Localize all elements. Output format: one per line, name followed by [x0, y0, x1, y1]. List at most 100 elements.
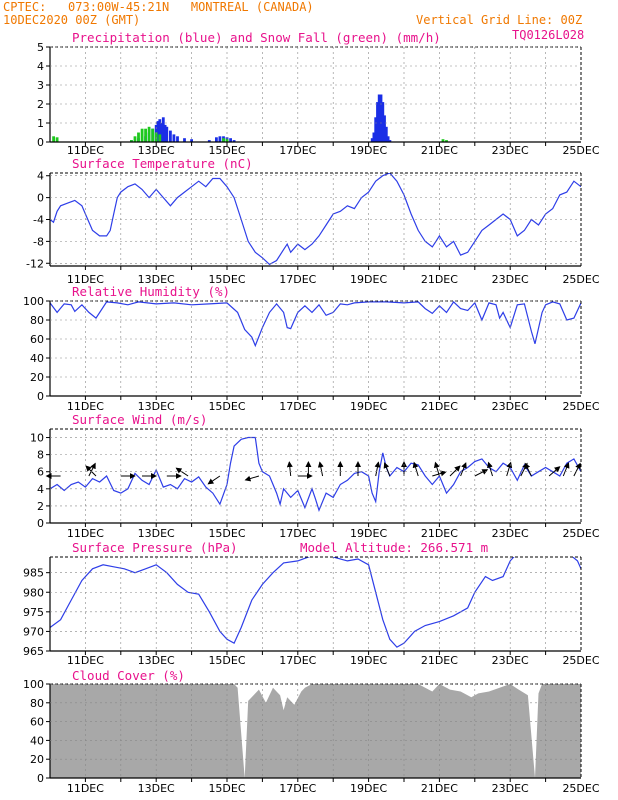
- panel-rh: 0 20 40 60 80 100 11DEC 13DEC 15DEC 17DEC 19DEC 21D…: [23, 284, 600, 413]
- y-tick-label: 100: [23, 678, 44, 691]
- y-tick-label: 20: [30, 753, 44, 766]
- wind-arrow: [374, 461, 381, 477]
- wind-arrow: [487, 461, 493, 477]
- precip-bar: [229, 138, 232, 142]
- x-tick-label: 21DEC: [421, 782, 458, 795]
- x-tick-label: 11DEC: [67, 782, 104, 795]
- wind-arrow: [562, 462, 570, 477]
- precip-bar: [207, 140, 211, 142]
- precip-bar: [379, 94, 383, 142]
- x-tick-label: 25DEC: [562, 144, 599, 157]
- y-tick-label: 60: [30, 333, 44, 346]
- x-tick-label: 23DEC: [492, 782, 529, 795]
- x-tick-label: 11DEC: [67, 654, 104, 667]
- y-tick-label: 10: [30, 432, 44, 445]
- precip-bar: [183, 138, 186, 142]
- precip-bar: [161, 117, 165, 142]
- precip-bar: [169, 130, 172, 142]
- wind-arrow: [383, 462, 391, 477]
- y-tick-label: 4: [37, 60, 44, 73]
- precip-bar: [165, 126, 169, 142]
- precip-bar: [190, 139, 193, 142]
- y-tick-label: -4: [33, 214, 44, 227]
- x-tick-label: 19DEC: [350, 654, 387, 667]
- x-tick-label: 21DEC: [421, 654, 458, 667]
- precip-bar: [232, 140, 236, 142]
- wind-arrow: [412, 461, 419, 477]
- wind-arrow: [175, 467, 189, 477]
- precip-bar: [160, 123, 163, 142]
- precip-bar: [372, 132, 376, 142]
- y-tick-label: -12: [26, 257, 44, 270]
- snow-bar: [130, 140, 133, 142]
- precip-bar: [374, 117, 378, 142]
- header-location: CPTEC: 073:00W-45:21N MONTREAL (CANADA): [3, 0, 314, 14]
- y-tick-label: 965: [23, 645, 44, 658]
- header-grid-note: Vertical Grid Line: 00Z: [416, 13, 583, 27]
- model-altitude-note: Model Altitude: 266.571 m: [300, 540, 488, 555]
- wind-arrow: [433, 461, 440, 477]
- x-tick-label: 17DEC: [279, 654, 316, 667]
- y-tick-label: 4: [37, 170, 44, 183]
- y-tick-label: 2: [37, 500, 44, 513]
- x-tick-label: 25DEC: [562, 654, 599, 667]
- x-tick-label: 21DEC: [421, 273, 458, 286]
- precip-bar: [156, 121, 160, 142]
- x-tick-label: 23DEC: [492, 654, 529, 667]
- precip-bar: [384, 126, 388, 142]
- x-tick-label: 21DEC: [421, 144, 458, 157]
- x-tick-label: 23DEC: [492, 527, 529, 540]
- y-tick-label: 0: [37, 136, 44, 149]
- y-tick-label: 20: [30, 371, 44, 384]
- panel-pres: 965 970 975 980 985 11DEC 13DEC 15DEC 17DEC 19DEC…: [23, 540, 600, 667]
- precip-bar: [370, 138, 374, 142]
- snow-bar: [133, 136, 137, 142]
- snow-bar: [158, 134, 162, 142]
- x-tick-label: 19DEC: [350, 400, 387, 413]
- y-tick-label: 0: [37, 390, 44, 403]
- snow-bar: [441, 139, 445, 142]
- x-tick-label: 19DEC: [350, 144, 387, 157]
- panel-title: Cloud Cover (%): [72, 668, 185, 683]
- x-tick-label: 25DEC: [562, 400, 599, 413]
- precip-bar: [377, 94, 381, 142]
- x-tick-label: 13DEC: [138, 400, 175, 413]
- snow-bar: [137, 132, 140, 142]
- x-tick-label: 11DEC: [67, 144, 104, 157]
- precip-bar: [388, 140, 392, 142]
- y-tick-label: 0: [37, 192, 44, 205]
- snow-bar: [445, 140, 448, 142]
- y-tick-label: 80: [30, 697, 44, 710]
- snow-bar: [147, 126, 151, 142]
- x-tick-label: 11DEC: [67, 527, 104, 540]
- x-tick-label: 13DEC: [138, 144, 175, 157]
- wind-arrow: [244, 475, 260, 482]
- y-tick-label: 975: [23, 606, 44, 619]
- x-tick-label: 15DEC: [208, 654, 245, 667]
- precip-bar: [386, 136, 390, 142]
- panel-title: Relative Humidity (%): [72, 284, 230, 299]
- y-tick-label: -8: [33, 235, 44, 248]
- x-tick-label: 23DEC: [492, 273, 529, 286]
- x-tick-label: 25DEC: [562, 782, 599, 795]
- x-tick-label: 17DEC: [279, 400, 316, 413]
- series-line-wind: [50, 436, 581, 512]
- x-tick-label: 13DEC: [138, 527, 175, 540]
- header-run-time: 10DEC2020 00Z (GMT): [3, 13, 141, 27]
- x-tick-label: 13DEC: [138, 273, 175, 286]
- x-tick-label: 25DEC: [562, 273, 599, 286]
- y-tick-label: 60: [30, 716, 44, 729]
- x-tick-label: 15DEC: [208, 273, 245, 286]
- x-tick-label: 15DEC: [208, 527, 245, 540]
- wind-arrow: [449, 465, 461, 477]
- cloud-area: [50, 684, 581, 778]
- precip-bar: [218, 136, 222, 142]
- x-tick-label: 17DEC: [279, 527, 316, 540]
- panel-title: Precipitation (blue) and Snow Fall (gree…: [72, 30, 441, 45]
- y-tick-label: 2: [37, 98, 44, 111]
- wind-arrow: [474, 469, 489, 477]
- panel-title: Surface Pressure (hPa): [72, 540, 238, 555]
- wind-arrow: [207, 475, 221, 485]
- series-line-temp: [50, 173, 581, 266]
